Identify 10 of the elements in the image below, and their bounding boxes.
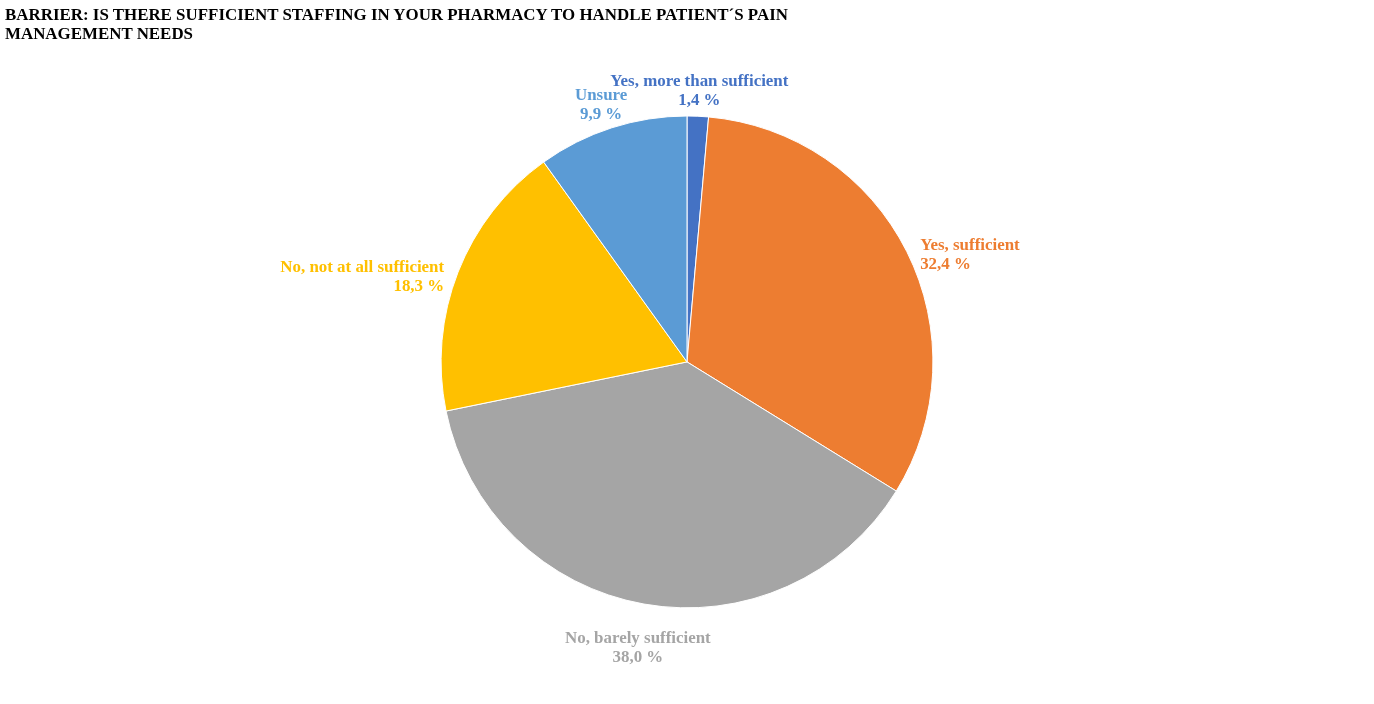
data-label: 1,4 % bbox=[678, 90, 721, 110]
slice-label: No, not at all sufficient bbox=[280, 256, 445, 276]
data-label: 38,0 % bbox=[612, 647, 664, 667]
data-label: 18,3 % bbox=[393, 275, 445, 295]
data-label: 32,4 % bbox=[920, 253, 971, 273]
slice-label: Yes, sufficient bbox=[920, 234, 1021, 254]
slice-label: No, barely sufficient bbox=[564, 628, 712, 648]
data-label: 9,9 % bbox=[579, 103, 623, 123]
slice-label: Yes, more than sufficient bbox=[610, 71, 789, 91]
chart-title: BARRIER: IS THERE SUFFICIENT STAFFING IN YOUR PHARMACY TO HANDLE PATIENT´S PAIN MANAGEMENT NEEDS bbox=[4, 5, 788, 44]
